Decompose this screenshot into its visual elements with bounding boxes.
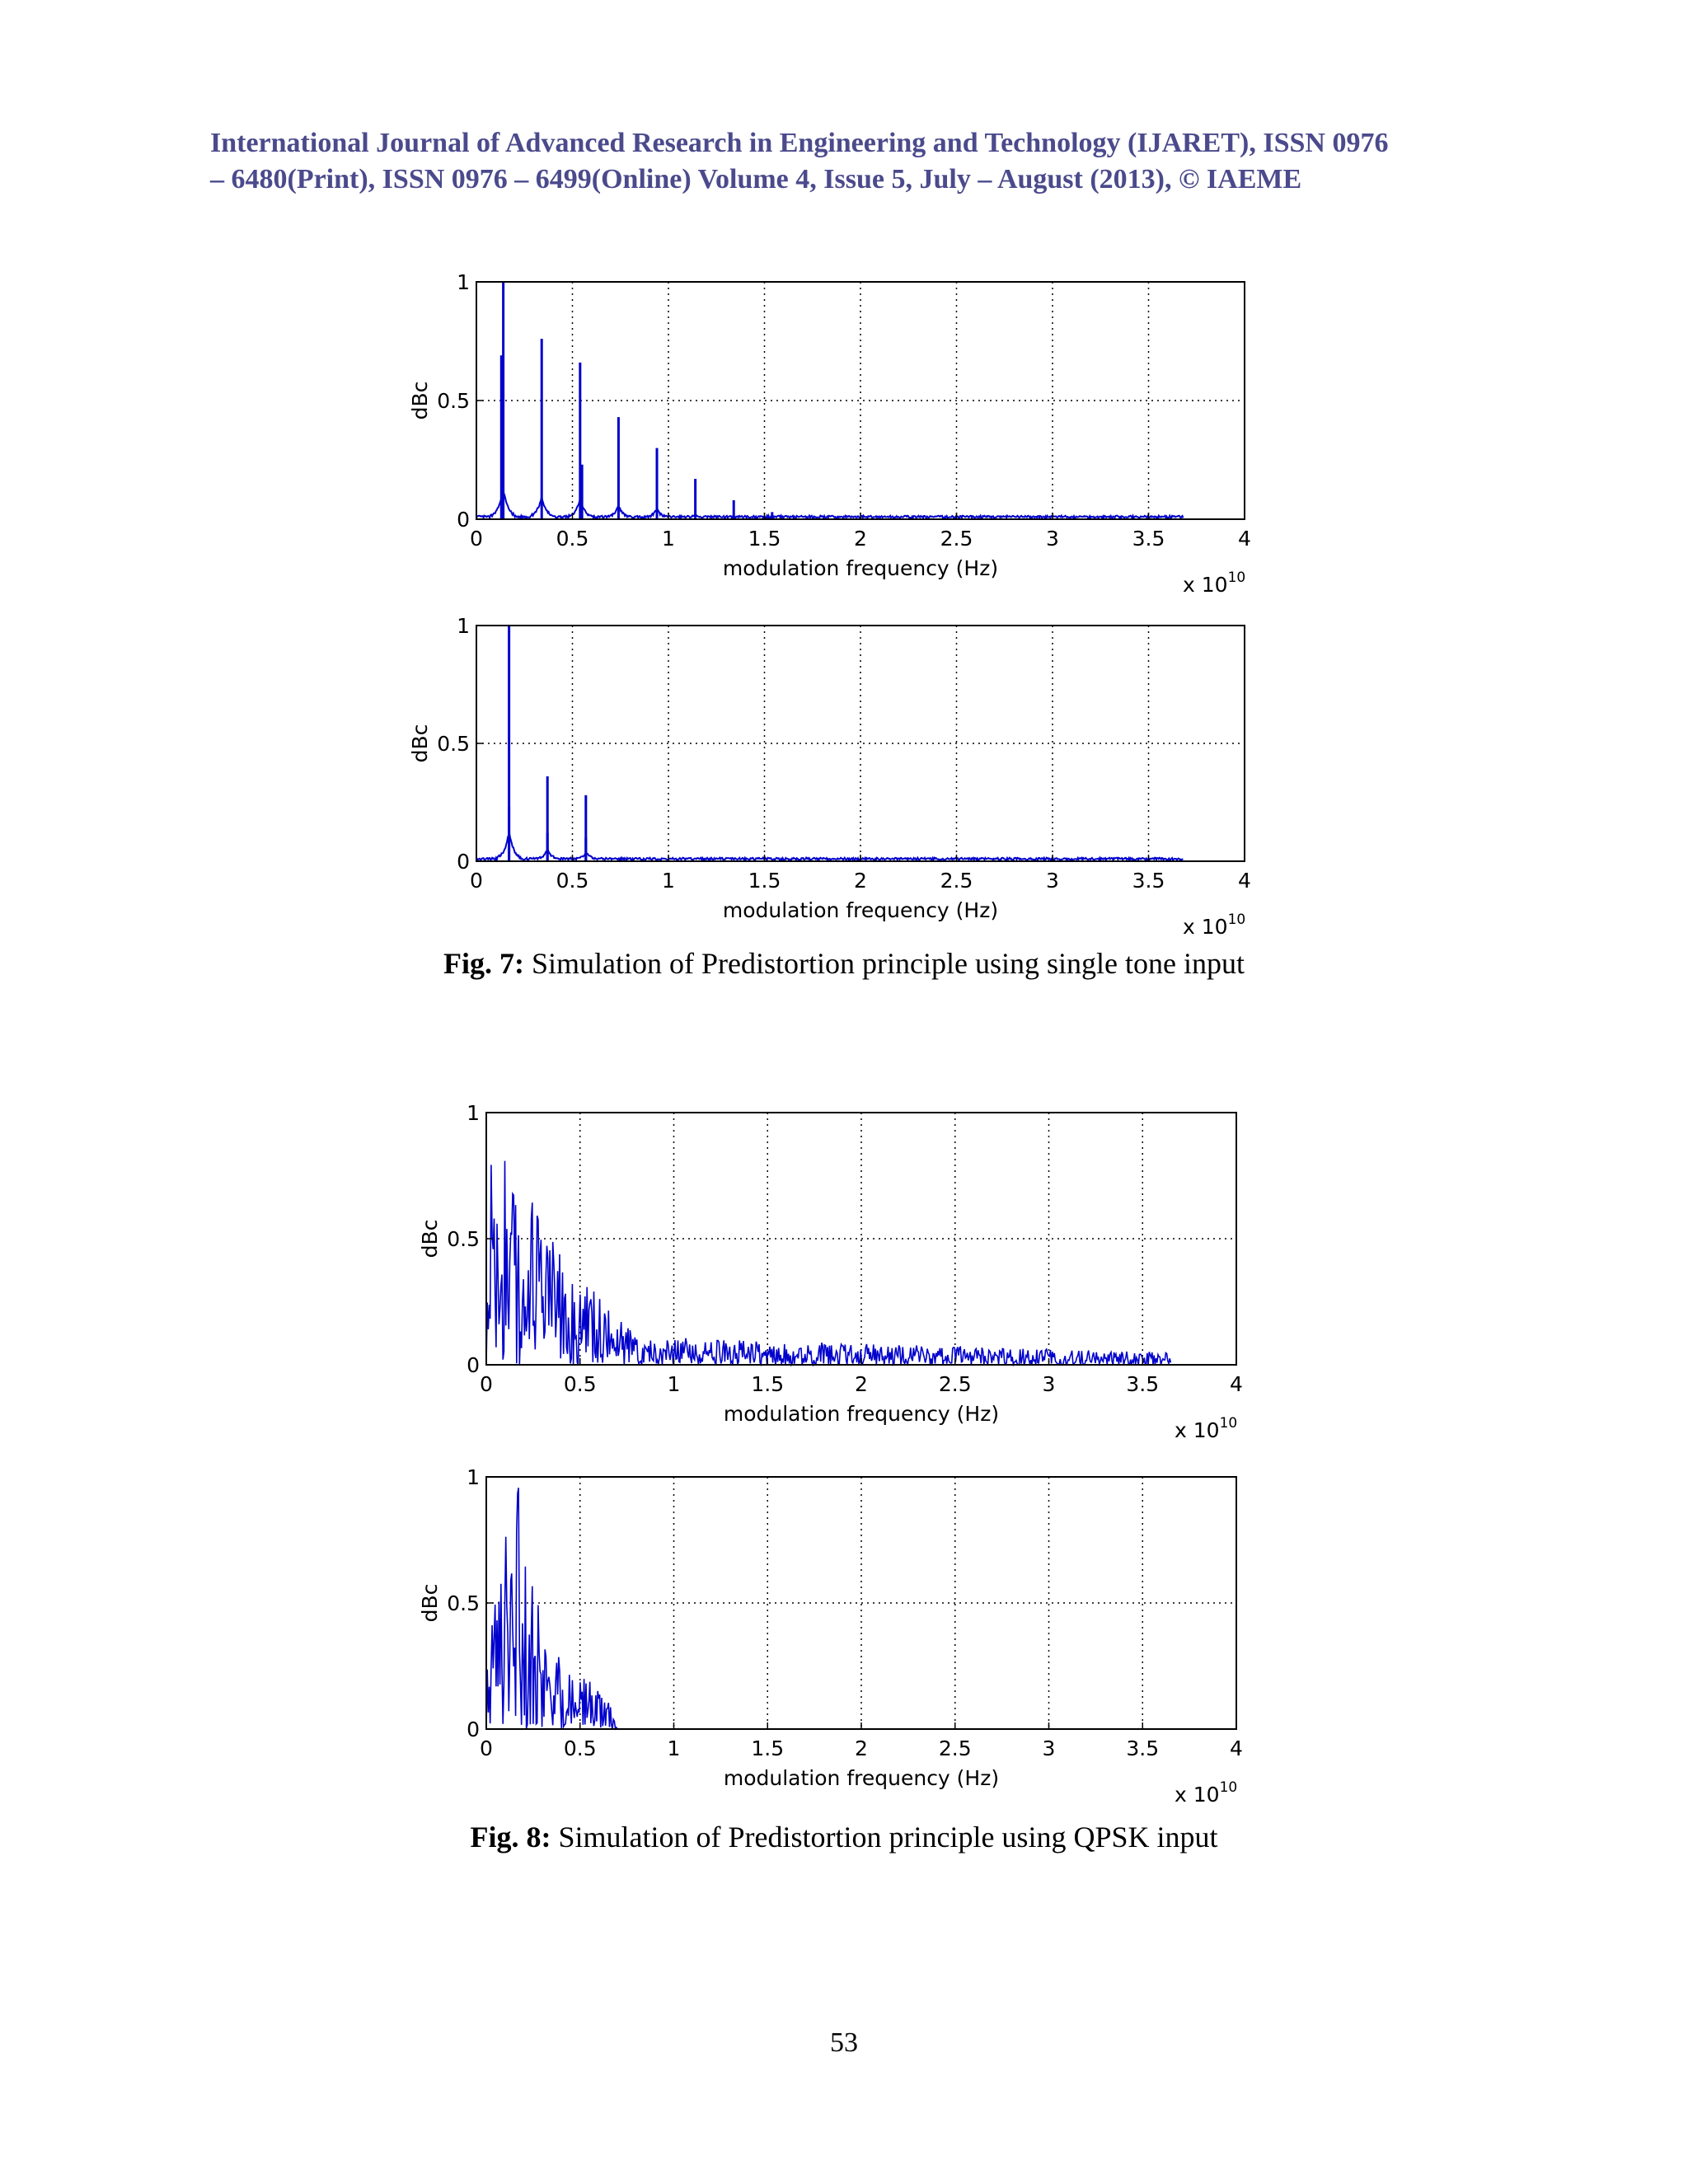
spectrum-trace	[485, 1488, 1171, 1731]
x-tick-label: 1.5	[748, 527, 781, 551]
x-axis-label: modulation frequency (Hz)	[723, 556, 998, 580]
y-axis-label: dBc	[418, 1584, 442, 1623]
x-tick-label: 3	[1046, 527, 1059, 551]
x-axis-label: modulation frequency (Hz)	[724, 1766, 999, 1790]
x-tick-label: 3	[1043, 1372, 1056, 1396]
x-tick-label: 3.5	[1126, 1736, 1159, 1760]
x-tick-label: 2	[854, 869, 867, 893]
x-tick-label: 2.5	[939, 1372, 972, 1396]
y-axis-label: dBc	[418, 1220, 442, 1258]
x-tick-label: 3.5	[1132, 527, 1165, 551]
x-tick-label: 3.5	[1126, 1372, 1159, 1396]
x-tick-label: 2	[855, 1736, 868, 1760]
x-tick-label: 1.5	[751, 1736, 784, 1760]
x-exponent-label: x 1010	[1183, 912, 1245, 939]
journal-header-line-1: International Journal of Advanced Resear…	[210, 128, 1389, 158]
x-tick-label: 4	[1238, 869, 1251, 893]
x-tick-label: 1	[662, 527, 675, 551]
fig8-caption-label: Fig. 8:	[470, 1821, 551, 1854]
x-tick-label: 4	[1230, 1736, 1243, 1760]
x-tick-label: 2	[855, 1372, 868, 1396]
x-tick-label: 0.5	[564, 1736, 597, 1760]
spectrum-trace	[476, 487, 1184, 521]
fig8-caption: Fig. 8: Simulation of Predistortion prin…	[0, 1820, 1688, 1854]
y-tick-label: 1	[467, 1465, 480, 1489]
x-tick-label: 2.5	[939, 1736, 972, 1760]
x-exponent-superscript: 10	[1220, 1779, 1238, 1796]
page-number: 53	[830, 2027, 858, 2058]
y-tick-label: 0	[457, 850, 470, 874]
x-tick-label: 0	[480, 1372, 493, 1396]
fig7-caption-text: Simulation of Predistortion principle us…	[524, 947, 1245, 980]
y-tick-label: 1	[467, 1101, 480, 1125]
x-exponent-superscript: 10	[1228, 912, 1246, 928]
y-axis-label: dBc	[408, 382, 432, 420]
x-tick-label: 1	[662, 869, 675, 893]
x-exponent-superscript: 10	[1220, 1415, 1238, 1432]
x-tick-label: 2.5	[940, 869, 973, 893]
y-tick-label: 1	[457, 270, 470, 294]
y-tick-label: 0	[457, 508, 470, 532]
x-tick-label: 1.5	[748, 869, 781, 893]
x-tick-label: 3.5	[1132, 869, 1165, 893]
y-tick-label: 0	[467, 1718, 480, 1741]
fig7-bottom-plot: 0 0.5 1 1.5 2 2.5 3 3.5 4 0 0.5 1 modulation frequen…	[408, 614, 1251, 939]
x-tick-label: 3	[1046, 869, 1059, 893]
fig8-caption-text: Simulation of Predistortion principle us…	[551, 1821, 1218, 1854]
x-exponent-label: x 1010	[1183, 569, 1245, 597]
y-axis-label: dBc	[408, 724, 432, 763]
x-axis-label: modulation frequency (Hz)	[723, 898, 998, 922]
x-tick-label: 0	[470, 527, 483, 551]
x-tick-label: 1.5	[751, 1372, 784, 1396]
journal-header: International Journal of Advanced Resear…	[210, 125, 1496, 198]
x-tick-label: 4	[1230, 1372, 1243, 1396]
x-tick-label: 3	[1043, 1736, 1056, 1760]
x-exponent-label: x 1010	[1175, 1415, 1237, 1442]
fig7-caption: Fig. 7: Simulation of Predistortion prin…	[0, 946, 1688, 981]
x-tick-label: 0.5	[556, 869, 589, 893]
spectrum-trace	[476, 831, 1184, 863]
x-exponent-superscript: 10	[1228, 569, 1246, 586]
fig7-caption-label: Fig. 7:	[443, 947, 525, 980]
x-tick-label: 1	[668, 1736, 681, 1760]
x-tick-label: 0.5	[564, 1372, 597, 1396]
y-tick-label: 0.5	[447, 1591, 480, 1615]
x-tick-label: 4	[1238, 527, 1251, 551]
x-tick-label: 0.5	[556, 527, 589, 551]
x-exponent-label: x 1010	[1175, 1779, 1237, 1807]
fig7-top-plot: 0 0.5 1 1.5 2 2.5 3 3.5 4 0 0.5 1 modulation frequen…	[408, 270, 1251, 597]
y-tick-label: 0.5	[437, 732, 470, 756]
y-tick-label: 1	[457, 614, 470, 638]
fig8-top-plot: 0 0.5 1 1.5 2 2.5 3 3.5 4 0 0.5 1 modulation frequen…	[418, 1101, 1243, 1442]
y-tick-label: 0.5	[437, 389, 470, 413]
x-tick-label: 0	[470, 869, 483, 893]
x-tick-label: 1	[668, 1372, 681, 1396]
fig8-bottom-plot: 0 0.5 1 1.5 2 2.5 3 3.5 4 0 0.5 1 modulation frequen…	[418, 1465, 1243, 1807]
x-tick-label: 2.5	[940, 527, 973, 551]
journal-header-line-2: – 6480(Print), ISSN 0976 – 6499(Online) …	[210, 164, 1302, 194]
x-tick-label: 2	[854, 527, 867, 551]
x-tick-label: 0	[480, 1736, 493, 1760]
y-tick-label: 0	[467, 1353, 480, 1377]
x-axis-label: modulation frequency (Hz)	[724, 1402, 999, 1426]
spectrum-trace	[485, 1160, 1172, 1367]
y-tick-label: 0.5	[447, 1227, 480, 1251]
